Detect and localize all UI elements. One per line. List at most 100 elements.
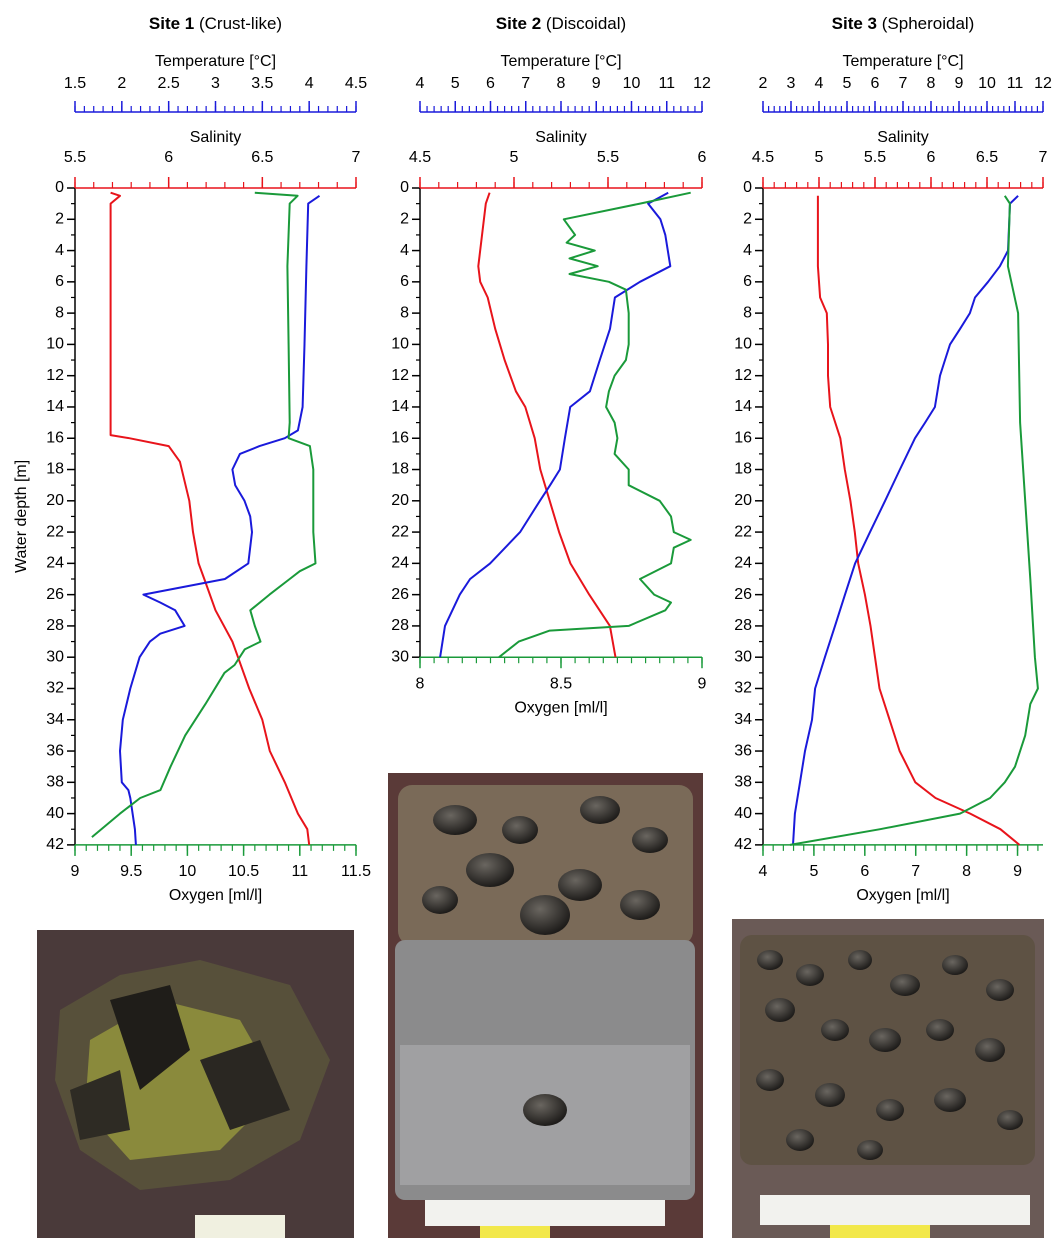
x-tick-label: 4.5 (409, 149, 431, 166)
x-tick-label: 7 (521, 75, 530, 92)
profile-line (440, 193, 670, 658)
x-tick-label: 5 (510, 149, 519, 166)
y-tick-label: 16 (391, 429, 409, 446)
x-tick-label: 11 (291, 863, 308, 880)
x-tick-label: 10 (179, 863, 197, 880)
x-tick-label: 2 (759, 75, 768, 92)
x-tick-label: 4 (305, 75, 314, 92)
title-type: (Crust-like) (199, 14, 282, 33)
y-tick-label: 24 (734, 555, 752, 572)
y-tick-label: 22 (46, 523, 64, 540)
y-tick-label: 6 (743, 273, 752, 290)
x-tick-label: 8.5 (550, 675, 572, 692)
y-tick-label: 20 (46, 492, 64, 509)
x-tick-label: 12 (1034, 75, 1052, 92)
x-tick-label: 9 (955, 75, 964, 92)
x-tick-label: 1.5 (64, 75, 86, 92)
y-tick-label: 30 (46, 648, 64, 665)
y-tick-label: 28 (734, 617, 752, 634)
y-tick-label: 14 (734, 398, 752, 415)
x-tick-label: 6 (698, 149, 707, 166)
x-tick-label: 11 (1007, 75, 1024, 92)
title-site: Site 2 (496, 14, 541, 33)
x-axis-label: Temperature [°C] (155, 53, 276, 70)
y-tick-label: 6 (400, 273, 409, 290)
x-tick-label: 4.5 (752, 149, 774, 166)
x-tick-label: 6 (927, 149, 936, 166)
x-tick-label: 6.5 (976, 149, 998, 166)
x-tick-label: 7 (911, 863, 920, 880)
y-tick-label: 28 (391, 617, 409, 634)
x-tick-label: 5 (451, 75, 460, 92)
title-site: Site 3 (832, 14, 877, 33)
x-tick-label: 2.5 (158, 75, 180, 92)
x-tick-label: 8 (962, 863, 971, 880)
x-axis-label: Salinity (190, 129, 242, 146)
figure: Site 1 (Crust-like)024681012141618202224… (0, 0, 1057, 1238)
y-tick-label: 4 (55, 242, 64, 259)
x-tick-label: 6 (860, 863, 869, 880)
profile-line (111, 193, 310, 845)
x-tick-label: 6.5 (251, 149, 273, 166)
panel: Site 3 (Spheroidal)024681012141618202224… (734, 14, 1052, 904)
x-axis-label: Temperature [°C] (842, 53, 963, 70)
x-tick-label: 2 (117, 75, 126, 92)
y-tick-label: 4 (400, 242, 409, 259)
y-axis-label: Water depth [m] (13, 460, 30, 573)
x-tick-label: 8 (416, 675, 425, 692)
y-tick-label: 26 (391, 586, 409, 603)
y-tick-label: 28 (46, 617, 64, 634)
x-tick-label: 5.5 (864, 149, 886, 166)
y-tick-label: 24 (391, 555, 409, 572)
y-tick-label: 2 (55, 210, 64, 227)
y-tick-label: 0 (55, 179, 64, 196)
profile-line (793, 196, 1018, 845)
panel-title: Site 1 (Crust-like) (149, 14, 282, 33)
y-tick-label: 22 (391, 523, 409, 540)
x-tick-label: 5 (843, 75, 852, 92)
x-tick-label: 7 (899, 75, 908, 92)
x-tick-label: 7 (1039, 149, 1048, 166)
y-tick-label: 6 (55, 273, 64, 290)
y-tick-label: 22 (734, 523, 752, 540)
y-tick-label: 38 (46, 774, 64, 791)
y-tick-label: 18 (46, 461, 64, 478)
x-axis-label: Oxygen [ml/l] (856, 887, 949, 904)
title-type: (Spheroidal) (882, 14, 975, 33)
x-tick-label: 10.5 (228, 863, 259, 880)
x-tick-label: 4 (416, 75, 425, 92)
profile-line (790, 196, 1038, 845)
x-tick-label: 8 (557, 75, 566, 92)
x-tick-label: 6 (164, 149, 173, 166)
y-tick-label: 18 (391, 461, 409, 478)
y-tick-label: 10 (734, 336, 752, 353)
profile-line (818, 196, 1020, 845)
y-tick-label: 8 (55, 304, 64, 321)
x-tick-label: 4.5 (345, 75, 367, 92)
y-tick-label: 30 (734, 648, 752, 665)
y-tick-label: 42 (734, 836, 752, 853)
y-tick-label: 42 (46, 836, 64, 853)
panel-title: Site 2 (Discoidal) (496, 14, 626, 33)
y-tick-label: 0 (743, 179, 752, 196)
profile-line (120, 196, 320, 845)
x-tick-label: 8 (927, 75, 936, 92)
y-tick-label: 30 (391, 648, 409, 665)
y-tick-label: 12 (734, 367, 752, 384)
profile-line (499, 193, 691, 658)
y-tick-label: 34 (46, 711, 64, 728)
y-tick-label: 20 (391, 492, 409, 509)
y-tick-label: 34 (734, 711, 752, 728)
y-tick-label: 2 (743, 210, 752, 227)
y-tick-label: 4 (743, 242, 752, 259)
x-tick-label: 12 (693, 75, 711, 92)
x-axis-label: Salinity (877, 129, 929, 146)
y-tick-label: 8 (400, 304, 409, 321)
y-tick-label: 12 (391, 367, 409, 384)
x-tick-label: 10 (623, 75, 641, 92)
title-type: (Discoidal) (546, 14, 626, 33)
x-tick-label: 11 (658, 75, 675, 92)
panel-title: Site 3 (Spheroidal) (832, 14, 975, 33)
panel: Site 1 (Crust-like)024681012141618202224… (13, 14, 371, 904)
x-tick-label: 10 (978, 75, 996, 92)
